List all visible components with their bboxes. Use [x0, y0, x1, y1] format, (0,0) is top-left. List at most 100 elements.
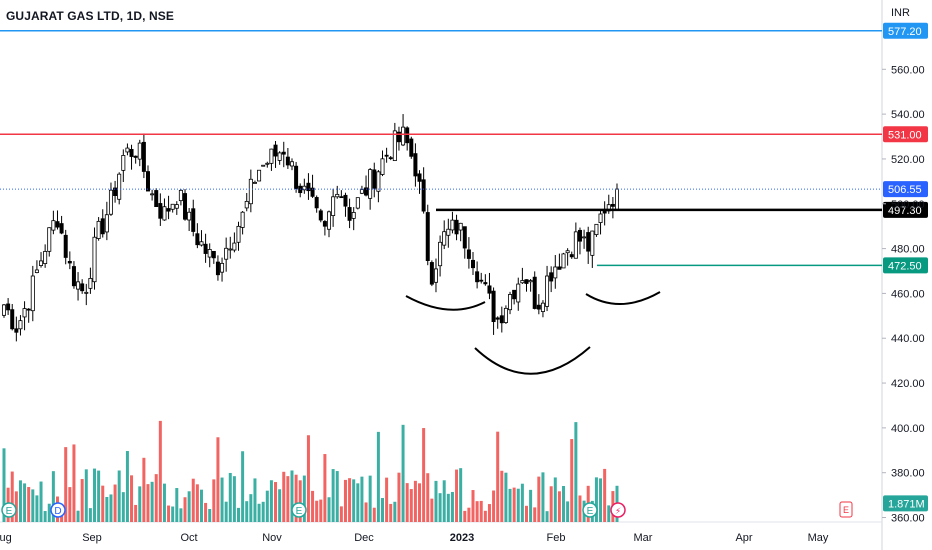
- candle-body: [359, 188, 364, 194]
- candle-body: [195, 233, 200, 246]
- volume-tag[interactable]: [883, 495, 928, 512]
- price-tag[interactable]: [883, 22, 928, 39]
- candle-body: [520, 280, 525, 284]
- volume-bar: [208, 508, 212, 522]
- volume-bar: [97, 470, 101, 522]
- volume-bar: [356, 483, 360, 522]
- candle-body: [413, 153, 418, 177]
- volume-bar: [298, 480, 302, 522]
- candle-body: [183, 193, 188, 220]
- candle-body: [553, 266, 558, 279]
- volume-bar: [117, 470, 121, 522]
- price-tag-label[interactable]: 497.30: [888, 205, 922, 217]
- volume-bar: [372, 507, 376, 522]
- head-arc: [474, 346, 591, 375]
- event-badge-label[interactable]: D: [54, 506, 61, 517]
- event-badge-label[interactable]: E: [6, 506, 13, 517]
- volume-bar: [154, 474, 158, 522]
- candle-body: [368, 169, 373, 199]
- time-axis[interactable]: Aug Sep Oct Nov Dec 2023 Feb Mar Apr May: [0, 532, 829, 544]
- candle-body: [483, 282, 488, 285]
- candle-body: [252, 181, 257, 184]
- candle-body: [244, 200, 249, 209]
- volume-bar: [500, 470, 504, 522]
- candle-body: [479, 279, 484, 282]
- event-badge-label[interactable]: E: [843, 505, 849, 515]
- volume-bar: [459, 468, 463, 522]
- candle-body: [446, 228, 451, 236]
- volume-bar: [533, 507, 537, 522]
- candle-body: [199, 241, 204, 246]
- volume-bar: [607, 505, 611, 522]
- volume-bar: [187, 491, 191, 522]
- price-tag-label[interactable]: 531.00: [888, 129, 922, 141]
- volume-bar: [520, 483, 524, 522]
- volume-bar: [574, 422, 578, 522]
- volume-bar: [562, 486, 566, 522]
- volume-bar: [286, 476, 290, 522]
- x-tick-label: Nov: [262, 532, 282, 544]
- volume-bar: [191, 478, 195, 522]
- volume-bar: [315, 500, 319, 522]
- candle-body: [294, 165, 299, 189]
- volume-bar: [212, 479, 216, 522]
- event-badge-label[interactable]: E: [587, 506, 594, 517]
- x-tick-label: Apr: [735, 532, 752, 544]
- event-badge-flash[interactable]: [610, 502, 626, 518]
- candle-body: [376, 171, 381, 192]
- y-tick-label: 380.00: [891, 468, 925, 480]
- event-badge-e[interactable]: [1, 502, 17, 518]
- volume-bar: [43, 511, 47, 522]
- event-badges[interactable]: E D E E ⚡ E: [1, 501, 853, 518]
- event-badge-e[interactable]: [291, 502, 307, 518]
- price-tag-label[interactable]: 472.50: [888, 260, 922, 272]
- candle-body: [6, 303, 11, 311]
- event-badge-e[interactable]: [582, 502, 598, 518]
- event-badge-future[interactable]: [839, 501, 853, 518]
- volume-tag-label[interactable]: 1.871M: [888, 498, 925, 510]
- candle-body: [302, 185, 307, 191]
- volume-bar: [422, 428, 426, 522]
- volume-bar: [84, 469, 88, 522]
- candle-body: [545, 275, 550, 307]
- volume-bar: [232, 476, 236, 522]
- candle-body: [80, 283, 85, 292]
- x-tick-label: Mar: [634, 532, 653, 544]
- candle-body: [158, 203, 163, 219]
- price-tag[interactable]: [883, 126, 928, 143]
- candle-body: [273, 144, 278, 157]
- price-tag-label[interactable]: 506.55: [888, 184, 922, 196]
- price-tag-label[interactable]: 577.20: [888, 26, 922, 38]
- price-tag[interactable]: [883, 257, 928, 274]
- candle-body: [51, 220, 56, 231]
- volume-bar: [10, 471, 14, 522]
- candle-body: [47, 227, 52, 252]
- candle-body: [401, 126, 406, 146]
- volume-bar: [51, 471, 55, 522]
- price-tag[interactable]: [883, 181, 928, 198]
- volume-bar: [496, 431, 500, 522]
- volume-bar: [360, 476, 364, 522]
- volume-bar: [434, 480, 438, 522]
- volume-bar: [463, 510, 467, 522]
- event-badge-label[interactable]: E: [296, 506, 303, 517]
- candle-body: [63, 234, 68, 258]
- price-axis[interactable]: INR 560.00 540.00 520.00 500.00 480.00 460.00 4…: [882, 7, 925, 525]
- volume-bar: [475, 501, 479, 522]
- volume-bar: [179, 508, 183, 522]
- candle-body: [207, 249, 212, 258]
- candle-body: [257, 169, 262, 182]
- volume-bar: [566, 501, 570, 522]
- volume-bar: [599, 478, 603, 522]
- candle-body: [162, 206, 167, 221]
- candle-body: [487, 285, 492, 294]
- price-tag[interactable]: [883, 201, 928, 218]
- left-shoulder-arc: [405, 295, 486, 311]
- candle-body: [454, 219, 459, 235]
- candle-body: [598, 213, 603, 223]
- event-badge-d[interactable]: [50, 502, 66, 518]
- candle-body: [540, 302, 545, 312]
- event-badge-label[interactable]: ⚡: [615, 507, 621, 517]
- candle-body: [178, 189, 183, 202]
